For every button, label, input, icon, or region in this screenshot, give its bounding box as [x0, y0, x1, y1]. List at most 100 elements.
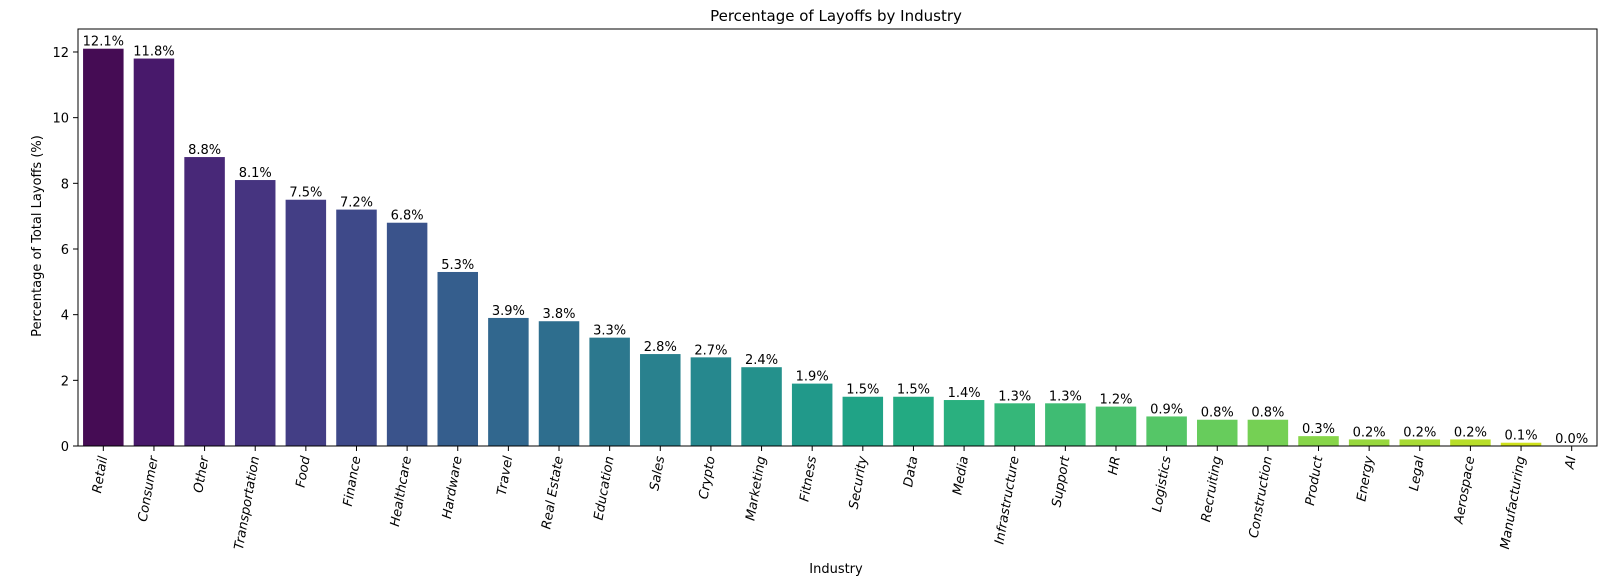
x-tick-label: Consumer: [136, 453, 163, 523]
value-label: 3.8%: [543, 307, 576, 322]
bar-marketing: [741, 367, 782, 446]
value-label: 12.1%: [83, 35, 124, 50]
x-tick-label: Support: [1050, 454, 1074, 508]
value-label: 8.8%: [188, 143, 221, 158]
x-axis-label: Industry: [809, 562, 863, 577]
value-label: 5.3%: [441, 258, 474, 273]
x-tick-label: Infrastructure: [992, 455, 1022, 545]
value-label: 0.3%: [1302, 422, 1335, 437]
bar-other: [184, 157, 225, 446]
x-tick-label: Travel: [495, 455, 517, 497]
bar-security: [842, 396, 884, 446]
bar-aerospace: [1450, 439, 1491, 446]
value-label: 1.3%: [998, 389, 1031, 404]
value-label: 0.2%: [1353, 425, 1386, 440]
bar-logistics: [1146, 416, 1187, 446]
y-tick-label: 6: [61, 243, 69, 258]
x-tick-label: Legal: [1407, 455, 1428, 493]
x-tick-label: HR: [1106, 455, 1124, 476]
bar-consumer: [133, 58, 175, 447]
x-tick-label: Food: [294, 454, 314, 488]
bar-energy: [1348, 439, 1390, 446]
x-tick-label: Finance: [341, 455, 365, 508]
x-tick-label: Hardware: [440, 455, 466, 520]
bar-education: [589, 337, 630, 446]
y-tick-label: 8: [61, 177, 69, 192]
value-label: 0.9%: [1150, 402, 1183, 417]
bar-construction: [1247, 419, 1289, 446]
value-label: 1.2%: [1099, 393, 1132, 408]
bar-crypto: [690, 357, 732, 446]
value-label: 0.8%: [1251, 406, 1284, 421]
x-tick-label: Energy: [1354, 455, 1377, 503]
bar-real-estate: [538, 321, 580, 446]
bar-product: [1298, 436, 1339, 446]
value-label: 2.8%: [644, 340, 677, 355]
value-label: 1.4%: [948, 386, 981, 401]
value-label: 7.2%: [340, 196, 373, 211]
bar-support: [1045, 403, 1086, 446]
x-tick-label: Marketing: [743, 455, 769, 522]
value-label: 0.1%: [1505, 429, 1538, 444]
y-axis-ticks: 0 2 4 6 8 10 12: [52, 46, 78, 455]
bar-media: [943, 400, 985, 446]
value-label: 0.2%: [1403, 425, 1436, 440]
x-tick-label: AI: [1562, 455, 1579, 471]
x-tick-label: Manufacturing: [1498, 455, 1529, 550]
bar-infrastructure: [994, 403, 1035, 446]
x-tick-label: Other: [191, 453, 212, 494]
x-tick-label: Product: [1303, 454, 1327, 507]
value-label: 1.5%: [897, 383, 930, 398]
x-tick-label: Security: [847, 455, 871, 510]
value-label: 6.8%: [391, 209, 424, 224]
chart-title: Percentage of Layoffs by Industry: [710, 7, 962, 25]
x-tick-label: Sales: [647, 455, 668, 492]
x-tick-label: Recruiting: [1199, 455, 1225, 523]
x-tick-label: Education: [592, 455, 618, 521]
bar-sales: [640, 354, 681, 446]
value-label: 2.4%: [745, 353, 778, 368]
bar-healthcare: [386, 222, 428, 446]
value-label: 0.0%: [1555, 432, 1588, 447]
value-label: 3.9%: [492, 304, 525, 319]
value-label: 1.3%: [1049, 389, 1082, 404]
x-tick-label: Data: [901, 455, 921, 488]
y-tick-label: 4: [61, 309, 69, 324]
plot-frame: [77, 28, 1598, 447]
bar-finance: [336, 209, 377, 446]
x-tick-label: Media: [950, 455, 972, 496]
value-label: 0.8%: [1201, 406, 1234, 421]
value-label: 1.9%: [796, 370, 829, 385]
bars-group: [83, 48, 1542, 447]
value-label: 11.8%: [133, 45, 174, 60]
bar-hr: [1095, 406, 1137, 446]
x-tick-label: Retail: [90, 455, 111, 495]
value-label: 3.3%: [593, 324, 626, 339]
x-tick-label: Crypto: [697, 455, 719, 500]
value-label: 7.5%: [289, 186, 322, 201]
x-tick-label: Construction: [1247, 455, 1276, 539]
value-label: 2.7%: [694, 343, 727, 358]
y-axis-label: Percentage of Total Layoffs (%): [30, 135, 45, 337]
bar-legal: [1399, 439, 1441, 446]
value-label: 8.1%: [239, 166, 272, 181]
bar-transportation: [234, 180, 276, 446]
bar-hardware: [437, 271, 479, 446]
bar-travel: [488, 317, 529, 446]
value-labels-group: 12.1% 11.8% 8.8% 8.1% 7.5% 7.2% 6.8% 5.3% 3.9% 3.…: [83, 35, 1589, 447]
bar-recruiting: [1196, 419, 1238, 446]
x-tick-label: Transportation: [232, 455, 263, 551]
x-tick-label: Fitness: [797, 455, 820, 503]
bar-fitness: [791, 383, 833, 446]
value-label: 1.5%: [846, 383, 879, 398]
y-tick-label: 12: [52, 46, 69, 61]
bar-data: [893, 396, 934, 446]
y-tick-label: 0: [61, 440, 69, 455]
y-tick-label: 10: [52, 112, 69, 127]
x-tick-label: Aerospace: [1452, 455, 1479, 526]
x-tick-label: Healthcare: [388, 455, 415, 528]
bar-retail: [83, 48, 124, 447]
value-label: 0.2%: [1454, 425, 1487, 440]
